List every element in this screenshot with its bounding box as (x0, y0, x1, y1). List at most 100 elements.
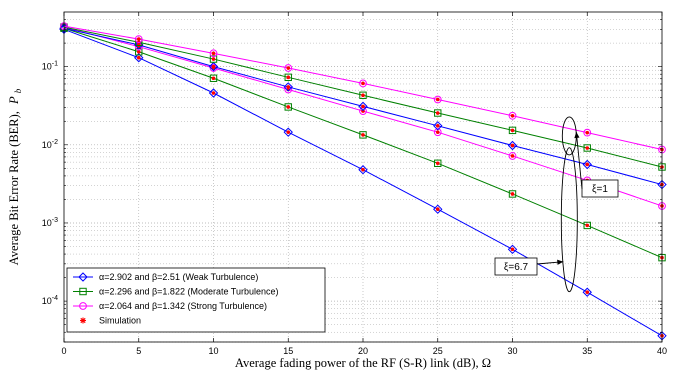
data-point (583, 221, 591, 230)
xi67-label-box (494, 257, 538, 276)
xi67-ellipse (560, 147, 578, 293)
simulation-point (361, 167, 365, 172)
simulation-point (286, 66, 291, 70)
data-point (359, 131, 367, 139)
legend: α=2.902 and β=2.51 (Weak Turbulence) α=2.… (66, 267, 326, 333)
legend-swatch-marker (78, 272, 88, 282)
xi67-label-text: ξ=6.7 (504, 262, 529, 273)
y-tick-label: 10-2 (42, 139, 58, 150)
simulation-point (286, 85, 291, 89)
data-point (434, 109, 442, 117)
simulation-point (211, 57, 216, 61)
x-tick-label: 10 (208, 346, 218, 356)
simulation-point (510, 143, 515, 148)
data-point (284, 64, 293, 72)
data-point (508, 152, 517, 160)
xi67-arrow (536, 259, 564, 265)
data-point (582, 287, 592, 297)
data-point (433, 204, 443, 214)
simulation-point (211, 64, 216, 69)
data-point (507, 244, 518, 255)
x-tick-label: 15 (283, 346, 293, 356)
simulation-point (585, 223, 590, 228)
simulation-point (585, 130, 590, 135)
x-tick-label: 35 (582, 346, 592, 356)
y-tick-label: 10-1 (42, 61, 58, 72)
data-point (358, 165, 368, 175)
data-point (508, 126, 517, 135)
simulation-point (510, 154, 515, 158)
data-point (284, 103, 292, 111)
simulation-point (286, 130, 291, 134)
data-point (209, 49, 218, 58)
series-layer (59, 22, 667, 341)
data-point (582, 159, 592, 170)
y-axis-label-subscript: b (13, 88, 23, 93)
simulation-point (510, 128, 515, 133)
data-point (209, 74, 218, 82)
simulation-point (435, 207, 440, 212)
series-5 (60, 22, 666, 154)
simulation-point (510, 113, 515, 118)
data-point (359, 79, 367, 88)
arrow-shaft (575, 131, 583, 190)
simulation-point (435, 161, 440, 166)
y-axis-label-text: Average Bit Error Rate (BER), (7, 111, 21, 265)
x-tick-label: 40 (657, 346, 667, 356)
simulation-point (585, 146, 590, 150)
data-point (283, 82, 293, 92)
data-point (433, 121, 443, 131)
y-tick-label: 10-4 (42, 295, 58, 306)
data-point (508, 111, 517, 120)
y-axis-label-symbol: P (7, 96, 21, 105)
simulation-point (585, 162, 590, 167)
data-point (359, 91, 367, 99)
simulation-point (211, 76, 216, 81)
legend-swatch-marker (79, 287, 87, 296)
simulation-point (286, 75, 291, 80)
simulation-point (435, 97, 440, 102)
xi1-label-text: ξ=1 (592, 184, 608, 195)
data-point (583, 128, 592, 137)
axes-layer: 0 5 10 15 20 25 30 35 40 10-1 10-2 10-3 10-4 (42, 11, 667, 356)
simulation-point (136, 49, 141, 54)
simulation-point (585, 290, 590, 295)
simulation-point (435, 124, 440, 128)
legend-item-1: α=2.296 and β=1.822 (Moderate Turbulence… (73, 287, 279, 297)
annotation-layer: ξ=1 ξ=6.7 (494, 116, 619, 293)
data-point (134, 35, 143, 44)
data-point (433, 95, 442, 104)
data-point (208, 88, 219, 98)
simulation-point (136, 55, 141, 60)
simulation-point (361, 104, 365, 109)
y-tick-label: 10-3 (42, 217, 58, 228)
data-point (358, 101, 368, 112)
legend-item-0: α=2.902 and β=2.51 (Weak Turbulence) (73, 272, 258, 282)
legend-swatch-marker (80, 317, 86, 324)
simulation-point (361, 133, 365, 137)
legend-item-2: α=2.064 and β=1.342 (Strong Turbulence) (73, 301, 267, 311)
x-tick-label: 0 (61, 346, 66, 356)
x-tick-label: 5 (136, 346, 141, 356)
data-point (583, 144, 591, 152)
series-1 (60, 24, 666, 262)
legend-box (66, 267, 326, 333)
y-axis-label: Average Bit Error Rate (BER), P b (7, 88, 23, 265)
legend-label: Simulation (99, 316, 141, 326)
asterisk-stroke (80, 317, 86, 324)
simulation-point (136, 37, 141, 41)
x-axis-label: Average fading power of the RF (S-R) lin… (235, 356, 491, 370)
x-tick-label: 20 (358, 346, 368, 356)
legend-label: α=2.296 and β=1.822 (Moderate Turbulence… (99, 287, 279, 297)
xi1-label: ξ=1 (581, 179, 619, 198)
x-tick-label: 25 (433, 346, 443, 356)
simulation-point (211, 51, 216, 56)
simulation-point (286, 105, 291, 109)
data-point (284, 73, 292, 82)
simulation-point (211, 91, 216, 95)
legend-item-3: Simulation (80, 316, 141, 326)
arrow-head (557, 259, 564, 265)
simulation-point (361, 81, 365, 86)
